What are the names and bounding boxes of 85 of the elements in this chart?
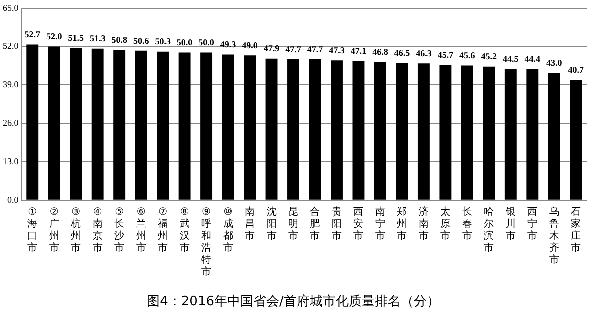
bar: [440, 65, 452, 200]
x-tick-label: 哈尔滨市: [484, 206, 494, 254]
x-tick-label: ⑨呼和浩特市: [202, 206, 212, 278]
data-label: 45.6: [460, 50, 476, 61]
x-tick-label: ⑩成都市: [223, 206, 234, 254]
x-tick-label: ⑧武汉市: [180, 206, 190, 254]
x-tick-label: ⑥兰州市: [136, 206, 146, 254]
bar: [244, 56, 256, 200]
x-tick-label: 太原市: [440, 206, 451, 242]
x-tick-label: 郑州市: [397, 206, 408, 242]
data-label: 46.3: [416, 48, 432, 58]
data-label: 46.8: [372, 46, 389, 57]
bar: [92, 48, 104, 200]
y-tick-label: 39.0: [3, 80, 20, 90]
data-label: 50.0: [176, 38, 194, 48]
bar: [178, 52, 191, 200]
bar: [331, 60, 343, 200]
data-label: 47.7: [286, 44, 302, 54]
x-tick-label: ⑤长沙市: [114, 206, 125, 254]
x-tick-label: 西宁市: [528, 206, 538, 242]
bar: [70, 48, 82, 200]
bar: [222, 54, 234, 200]
bar: [396, 63, 408, 200]
x-tick-label: 乌鲁木齐市: [549, 206, 560, 266]
y-tick-label: 0.0: [8, 194, 20, 205]
bar: [461, 66, 474, 200]
data-label: 50.0: [198, 38, 215, 48]
bar: [418, 64, 430, 200]
data-label: 51.5: [68, 33, 84, 44]
data-label: 47.1: [350, 46, 368, 56]
bar: [352, 61, 365, 200]
bar: [548, 73, 560, 200]
bar: [26, 44, 39, 200]
bar: [309, 60, 322, 200]
data-label: 47.3: [329, 46, 346, 56]
x-tick-label: ④南京市: [92, 206, 103, 254]
data-label: 50.8: [112, 35, 128, 46]
x-tick-label: ①海口市: [28, 206, 38, 254]
x-tick-label: ③杭州市: [70, 206, 82, 254]
x-tick-label: 合肥市: [310, 206, 320, 242]
data-label: 52.7: [24, 30, 41, 40]
data-label: 50.6: [133, 36, 150, 46]
x-tick-label: 长春市: [462, 206, 472, 242]
x-tick-label: 昆明市: [288, 206, 299, 242]
y-tick-label: 52.0: [3, 41, 20, 52]
bar: [526, 69, 539, 200]
x-tick-label: 南昌市: [245, 206, 256, 242]
bar: [504, 68, 517, 200]
bar: [288, 60, 300, 200]
text: 图4：2016年中国省会/首府城市化质量排名（分）: [147, 294, 440, 310]
bar: [114, 50, 126, 200]
bar: [374, 62, 386, 200]
data-label: 49.3: [220, 40, 237, 50]
data-label: 44.4: [524, 54, 542, 64]
x-tick-label: 银川市: [504, 206, 516, 242]
bar: [157, 52, 170, 200]
data-label: 46.5: [394, 48, 411, 58]
x-tick-label: 沈阳市: [266, 206, 277, 242]
data-label: 47.7: [307, 44, 324, 54]
data-label: 51.3: [90, 34, 106, 44]
x-tick-label: 济南市: [418, 206, 429, 242]
x-tick-label: ⑦福州市: [158, 206, 168, 254]
data-label: 47.9: [264, 44, 280, 54]
bar: [266, 58, 278, 200]
bar: [48, 46, 60, 200]
x-tick-label: 石家庄市: [571, 206, 582, 254]
bar: [200, 52, 213, 200]
data-label: 44.5: [503, 54, 520, 64]
data-label: 50.3: [155, 36, 172, 47]
x-tick-label: 贵阳市: [332, 206, 342, 242]
y-tick-label: 13.0: [3, 156, 20, 166]
y-tick-label: 65.0: [3, 2, 20, 13]
x-tick-label: 西安市: [354, 206, 364, 242]
data-label: 52.0: [46, 32, 63, 42]
bar: [135, 50, 148, 200]
x-tick-label: ②广州市: [49, 206, 60, 254]
bar: [483, 66, 496, 200]
data-label: 45.7: [438, 50, 454, 60]
data-label: 40.7: [568, 65, 585, 76]
bar: [570, 80, 582, 200]
y-tick-label: 26.0: [3, 118, 20, 128]
data-label: 43.0: [546, 58, 563, 68]
data-label: 49.0: [242, 40, 258, 50]
x-tick-label: 南宁市: [375, 206, 386, 242]
data-label: 45.2: [481, 52, 498, 62]
